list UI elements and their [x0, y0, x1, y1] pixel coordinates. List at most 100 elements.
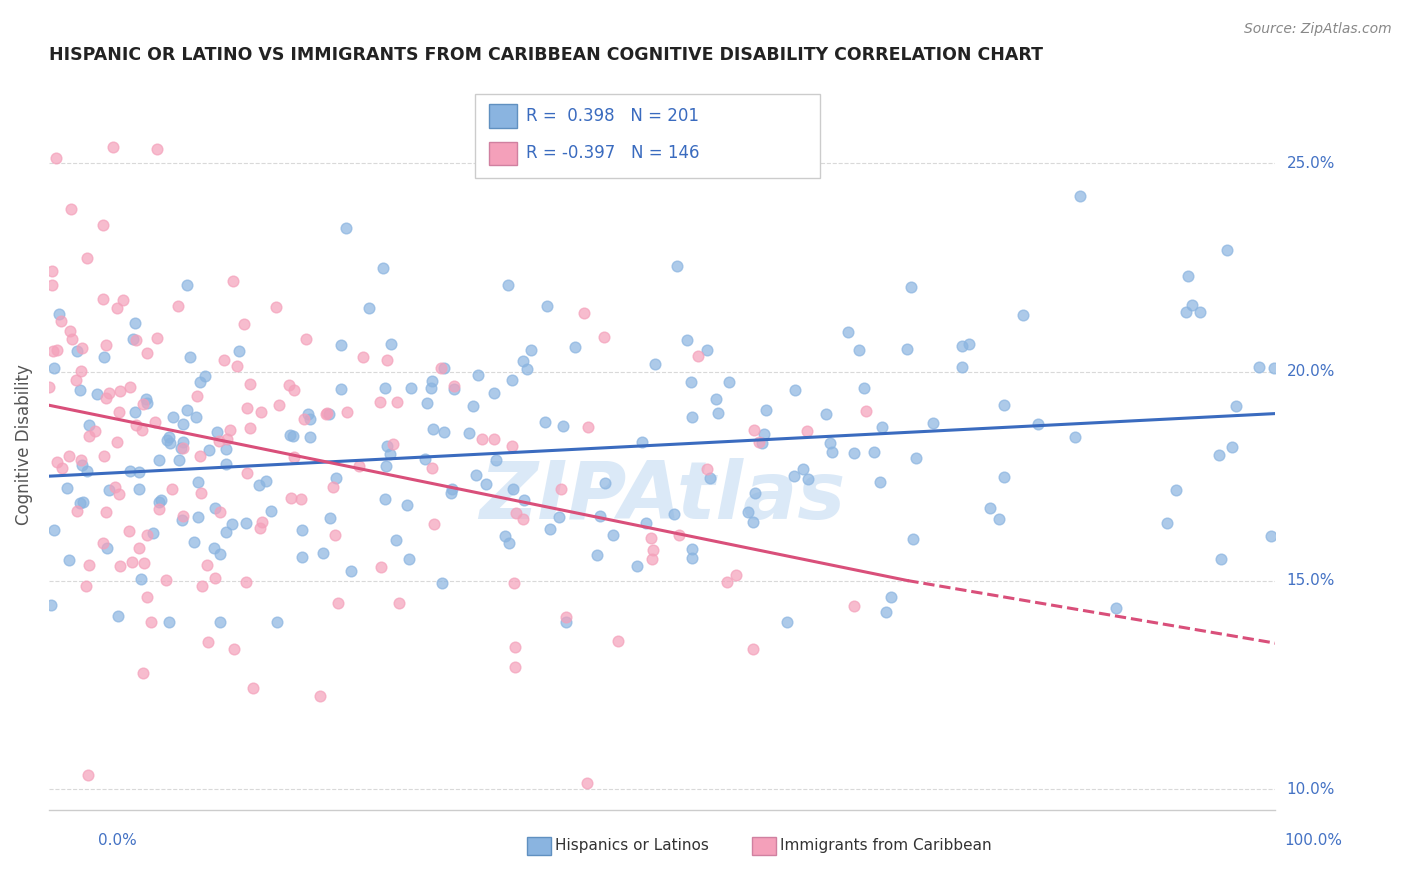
Point	[69, 496, 91, 510]
Point	[505, 506, 527, 520]
Point	[120, 380, 142, 394]
Point	[205, 425, 228, 439]
Point	[111, 293, 134, 307]
Point	[291, 523, 314, 537]
Point	[188, 450, 211, 464]
Point	[291, 550, 314, 565]
Point	[1064, 430, 1087, 444]
Point	[1247, 360, 1270, 375]
Point	[1012, 308, 1035, 322]
Point	[512, 512, 534, 526]
Point	[957, 336, 980, 351]
Point	[737, 505, 759, 519]
Point	[148, 502, 170, 516]
Point	[1156, 516, 1178, 531]
Point	[42, 360, 65, 375]
Point	[93, 350, 115, 364]
Point	[212, 353, 235, 368]
Point	[607, 633, 630, 648]
Point	[593, 476, 616, 491]
Point	[132, 556, 155, 570]
Point	[821, 445, 844, 459]
Point	[461, 399, 484, 413]
Point	[125, 418, 148, 433]
Point	[742, 423, 765, 437]
Point	[55, 481, 77, 495]
Point	[283, 383, 305, 397]
Point	[665, 259, 688, 273]
Point	[48, 307, 70, 321]
Point	[209, 505, 232, 519]
Point	[1211, 552, 1233, 566]
Point	[592, 329, 614, 343]
Point	[848, 343, 870, 358]
Point	[121, 555, 143, 569]
Point	[145, 416, 167, 430]
Point	[283, 450, 305, 464]
Point	[77, 418, 100, 433]
Point	[318, 511, 340, 525]
Point	[1260, 528, 1282, 542]
Point	[45, 455, 67, 469]
Point	[260, 503, 283, 517]
Point	[423, 517, 446, 532]
Point	[681, 542, 703, 557]
Point	[198, 443, 221, 458]
Point	[377, 439, 399, 453]
Point	[76, 464, 98, 478]
Point	[1220, 440, 1243, 454]
Point	[280, 427, 302, 442]
Point	[79, 558, 101, 573]
Point	[374, 459, 396, 474]
Point	[280, 491, 302, 505]
Point	[538, 522, 561, 536]
Point	[922, 416, 945, 430]
Point	[157, 430, 180, 444]
Point	[190, 486, 212, 500]
Point	[380, 447, 402, 461]
Y-axis label: Cognitive Disability: Cognitive Disability	[15, 365, 32, 525]
Point	[370, 560, 392, 574]
Point	[108, 384, 131, 398]
Point	[228, 344, 250, 359]
Point	[1263, 360, 1285, 375]
Point	[513, 492, 536, 507]
Point	[371, 260, 394, 275]
Point	[65, 373, 87, 387]
Point	[172, 441, 194, 455]
Point	[352, 350, 374, 364]
Point	[751, 435, 773, 450]
Point	[681, 551, 703, 566]
Point	[235, 466, 257, 480]
Point	[204, 571, 226, 585]
Point	[748, 434, 770, 449]
Point	[235, 516, 257, 530]
Point	[686, 349, 709, 363]
Point	[325, 471, 347, 485]
Point	[242, 681, 264, 695]
Point	[191, 579, 214, 593]
Point	[299, 412, 322, 426]
Point	[108, 405, 131, 419]
Point	[818, 436, 841, 450]
Point	[641, 551, 664, 566]
Point	[550, 483, 572, 497]
Point	[869, 475, 891, 490]
Point	[1181, 298, 1204, 312]
Point	[91, 218, 114, 232]
Point	[83, 424, 105, 438]
Point	[329, 338, 352, 352]
Text: 100.0%: 100.0%	[1285, 833, 1343, 847]
Point	[141, 615, 163, 630]
Point	[118, 524, 141, 538]
Point	[387, 394, 409, 409]
Point	[952, 359, 974, 374]
Point	[176, 402, 198, 417]
Point	[45, 151, 67, 165]
Point	[91, 536, 114, 550]
Point	[430, 360, 453, 375]
Point	[564, 341, 586, 355]
Point	[194, 368, 217, 383]
Point	[679, 375, 702, 389]
Point	[204, 500, 226, 515]
